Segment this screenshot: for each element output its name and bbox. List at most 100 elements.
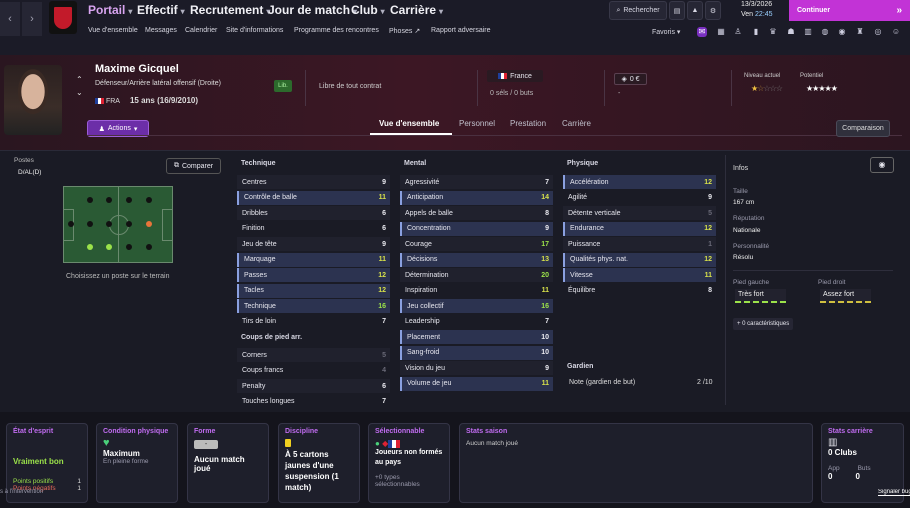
actions-button[interactable]: ♟ Actions ▾ — [87, 120, 149, 137]
attribute-row[interactable]: Détermination 20 — [400, 268, 553, 282]
menu-recrutement[interactable]: Recrutement ▾ — [190, 3, 271, 17]
attribute-row[interactable]: Agressivité 7 — [400, 175, 553, 189]
sub-messages[interactable]: Messages — [145, 27, 177, 34]
menu-club[interactable]: Club ▾ — [351, 3, 385, 17]
position-dot[interactable] — [87, 197, 93, 203]
forward-button[interactable]: › — [22, 2, 42, 36]
attribute-row[interactable]: Finition 6 — [237, 222, 390, 236]
card-forme[interactable]: Forme - Aucun match joué — [187, 423, 269, 503]
favorites-menu[interactable]: Favoris ▾ — [652, 29, 681, 36]
compare-button[interactable]: ⧉ Comparer — [166, 158, 221, 174]
attribute-row[interactable]: Détente verticale 5 — [563, 206, 716, 220]
sub-vue-ensemble[interactable]: Vue d'ensemble — [88, 27, 138, 34]
attribute-row[interactable]: Volume de jeu 11 — [400, 376, 553, 391]
menu-portail[interactable]: Portail ▾ — [88, 3, 133, 17]
chart-icon[interactable]: ▥ — [804, 27, 812, 36]
attribute-row[interactable]: Jeu collectif 16 — [400, 299, 553, 313]
attribute-row[interactable]: Technique 16 — [237, 299, 390, 313]
tab-carriere[interactable]: Carrière — [562, 119, 591, 128]
cup-icon[interactable]: ♜ — [856, 27, 864, 36]
card-etat-esprit[interactable]: État d'esprit Vraiment bon Points positi… — [6, 423, 88, 503]
tab-prestation[interactable]: Prestation — [510, 119, 547, 128]
chevron-up-icon[interactable]: ⌃ — [76, 75, 83, 84]
card-selectionnable[interactable]: Sélectionnable ● ◆ Joueurs non formés au… — [368, 423, 450, 503]
sub-site-informations[interactable]: Site d'informations — [226, 27, 284, 34]
book-icon[interactable]: ▮ — [753, 27, 759, 36]
coin-icon[interactable]: ◎ — [874, 27, 882, 36]
globe-icon[interactable]: ◉ — [838, 27, 846, 36]
position-dot[interactable] — [146, 244, 152, 250]
back-button[interactable]: ‹ — [0, 2, 20, 36]
info-toggle-button[interactable]: ◉ — [870, 157, 894, 173]
attribute-row[interactable]: Appels de balle 8 — [400, 206, 553, 220]
attribute-row[interactable]: Vitesse 11 — [563, 268, 716, 282]
position-dot[interactable] — [126, 221, 132, 227]
position-dot[interactable] — [146, 221, 152, 227]
people-icon[interactable]: ☗ — [787, 27, 795, 36]
attribute-row[interactable]: Inspiration 11 — [400, 284, 553, 298]
country-badge[interactable]: France — [487, 70, 543, 82]
attribute-row[interactable]: Puissance 1 — [563, 237, 716, 251]
inbox-icon[interactable]: ✉ — [697, 27, 707, 37]
attribute-row[interactable]: Contrôle de balle 11 — [237, 190, 390, 205]
attribute-row[interactable]: Placement 10 — [400, 330, 553, 344]
attribute-row[interactable]: Corners 5 — [237, 348, 390, 362]
attribute-row[interactable]: Courage 17 — [400, 237, 553, 251]
position-dot[interactable] — [126, 197, 132, 203]
card-condition[interactable]: Condition physique ♥ Maximum En pleine f… — [96, 423, 178, 503]
position-pitch[interactable] — [63, 186, 173, 263]
tab-vue-ensemble[interactable]: Vue d'ensemble — [379, 119, 440, 128]
attribute-row[interactable]: Dribbles 6 — [237, 206, 390, 220]
attribute-row[interactable]: Penalty 6 — [237, 379, 390, 393]
continue-button[interactable]: Continuer» — [789, 0, 910, 21]
notes-button[interactable]: ▤ — [669, 1, 685, 20]
position-dot[interactable] — [106, 221, 112, 227]
attribute-row[interactable]: Accélération 12 — [563, 175, 716, 189]
position-dot[interactable] — [126, 244, 132, 250]
sub-programme[interactable]: Programme des rencontres — [294, 27, 379, 34]
comparison-button[interactable]: Comparaison — [836, 120, 890, 137]
attribute-row[interactable]: Anticipation 14 — [400, 190, 553, 205]
attribute-row[interactable]: Centres 9 — [237, 175, 390, 189]
menu-carriere[interactable]: Carrière ▾ — [390, 3, 444, 17]
attribute-row[interactable]: Tacles 12 — [237, 283, 390, 298]
position-dot[interactable] — [87, 244, 93, 250]
attribute-row[interactable]: Endurance 12 — [563, 221, 716, 236]
attribute-row[interactable]: Tirs de loin 7 — [237, 315, 390, 329]
attribute-row[interactable]: Agilité 9 — [563, 191, 716, 205]
chevron-down-icon[interactable]: ⌄ — [76, 88, 83, 97]
attribute-row[interactable]: Concentration 9 — [400, 221, 553, 236]
menu-effectif[interactable]: Effectif ▾ — [137, 3, 185, 17]
sub-calendrier[interactable]: Calendrier — [185, 27, 218, 34]
attribute-row[interactable]: Vision du jeu 9 — [400, 361, 553, 375]
card-season-stats[interactable]: Stats saison Aucun match joué — [459, 423, 813, 503]
attribute-row[interactable]: Marquage 11 — [237, 252, 390, 267]
user-icon[interactable]: ☺ — [891, 27, 901, 36]
tab-personnel[interactable]: Personnel — [459, 119, 496, 128]
position-dot[interactable] — [87, 221, 93, 227]
attribute-row[interactable]: Coups francs 4 — [237, 364, 390, 378]
shirt-icon[interactable]: ♙ — [734, 27, 742, 36]
trophy-icon[interactable]: ♛ — [769, 27, 777, 36]
position-dot[interactable] — [106, 197, 112, 203]
club-logo[interactable] — [49, 1, 77, 34]
attribute-row[interactable]: Qualités phys. nat. 12 — [563, 252, 716, 267]
attribute-row[interactable]: Jeu de tête 9 — [237, 237, 390, 251]
card-discipline[interactable]: Discipline À 5 cartons jaunes d'une susp… — [278, 423, 360, 503]
attribute-row[interactable]: Décisions 13 — [400, 252, 553, 267]
attribute-row[interactable]: Sang-froid 10 — [400, 345, 553, 360]
menu-jour-de-match[interactable]: Jour de match ▾ — [268, 3, 358, 17]
attribute-row[interactable]: Touches longues 7 — [237, 395, 390, 409]
position-dot[interactable] — [68, 221, 74, 227]
settings-button[interactable]: ⚙ — [705, 1, 721, 20]
stadium-icon[interactable]: ◍ — [821, 27, 829, 36]
sub-phoses[interactable]: Phoses ↗ — [389, 28, 421, 35]
sub-rapport-adversaire[interactable]: Rapport adversaire — [431, 27, 491, 34]
attribute-row[interactable]: Passes 12 — [237, 268, 390, 282]
position-dot[interactable] — [146, 197, 152, 203]
report-bug-link[interactable]: Signaler bug — [878, 489, 910, 496]
attribute-row[interactable]: Leadership 7 — [400, 315, 553, 329]
position-dot[interactable] — [106, 244, 112, 250]
traits-button[interactable]: + 0 caractéristiques — [733, 318, 794, 330]
